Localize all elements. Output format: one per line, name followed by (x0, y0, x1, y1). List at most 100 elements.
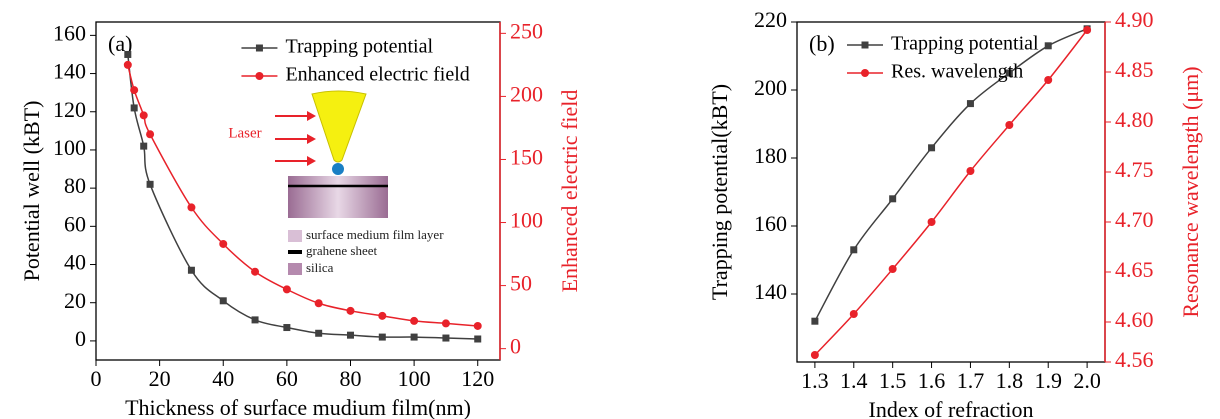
y2-tick-label: 4.65 (1115, 257, 1154, 282)
y-tick-label: 20 (64, 288, 86, 313)
x-tick-label: 1.8 (996, 368, 1024, 393)
point (1083, 26, 1092, 34)
x-tick-label: 1.5 (879, 368, 907, 393)
point (283, 324, 291, 332)
series-line (814, 29, 1088, 356)
point (315, 329, 323, 337)
inset-drawing (275, 90, 388, 275)
y2-tick-label: 4.80 (1115, 107, 1154, 132)
y-tick-label: 0 (75, 326, 86, 351)
inset-label: grahene sheet (306, 243, 377, 258)
y-tick-label: 160 (754, 211, 787, 236)
point (146, 180, 154, 188)
legend-marker (861, 69, 869, 77)
series-line (127, 54, 478, 340)
legend-label: Trapping potential (891, 33, 1039, 55)
x-axis-label: Index of refraction (869, 397, 1034, 419)
legend-label: Enhanced electric field (285, 64, 469, 86)
y2-axis-label: Resonance wavelength (μm) (1178, 66, 1203, 317)
x-axis-label: Thickness of surface mudium film(nm) (125, 395, 471, 419)
x-tick-label: 20 (149, 366, 171, 391)
y2-tick-label: 4.85 (1115, 57, 1154, 82)
x-tick-label: 120 (461, 366, 494, 391)
x-tick-label: 1.4 (840, 368, 868, 393)
point (130, 104, 138, 112)
y-axis-label: Trapping potential(kBT) (707, 84, 732, 300)
point (139, 111, 148, 120)
point (130, 86, 139, 95)
legend-label: Trapping potential (285, 36, 433, 58)
point (378, 333, 386, 341)
point (251, 316, 259, 324)
x-tick-label: 60 (276, 366, 298, 391)
x-tick-label: 1.6 (918, 368, 946, 393)
point (346, 306, 355, 315)
y-tick-label: 80 (64, 173, 86, 198)
point (346, 331, 354, 339)
point (928, 144, 936, 152)
y2-tick-label: 4.75 (1115, 157, 1154, 182)
y-tick-label: 140 (754, 279, 787, 304)
point (282, 285, 291, 294)
x-tick-label: 40 (212, 366, 234, 391)
point (441, 319, 450, 328)
point (140, 142, 148, 150)
y-tick-label: 120 (53, 97, 86, 122)
legend-marker (255, 72, 264, 80)
y-tick-label: 100 (53, 135, 86, 160)
point (124, 50, 132, 58)
point (811, 317, 819, 325)
inset-laser-label: Laser (228, 125, 261, 141)
y-tick-label: 220 (754, 7, 787, 32)
legend-marker (255, 44, 263, 52)
y2-tick-label: 4.60 (1115, 307, 1154, 332)
x-tick-label: 1.9 (1034, 368, 1062, 393)
point (889, 195, 897, 203)
x-tick-label: 1.3 (801, 368, 829, 393)
point (927, 218, 936, 226)
y2-tick-label: 100 (510, 208, 543, 233)
legend-label: Res. wavelength (891, 61, 1023, 83)
y2-tick-label: 0 (510, 334, 521, 359)
point (849, 310, 858, 318)
point (1044, 42, 1052, 50)
point (442, 334, 450, 342)
point (146, 130, 155, 139)
y-tick-label: 200 (754, 75, 787, 100)
point (474, 335, 482, 343)
y2-tick-label: 200 (510, 81, 543, 106)
x-tick-label: 1.7 (957, 368, 985, 393)
y2-tick-label: 150 (510, 145, 543, 170)
inset-label: silica (306, 260, 334, 275)
panel-label: (b) (809, 31, 835, 56)
y-axis-label: Potential well (kBT) (19, 101, 44, 282)
x-tick-label: 2.0 (1073, 368, 1101, 393)
point (1044, 76, 1053, 84)
legend-marker (861, 41, 869, 49)
point (314, 299, 323, 308)
point (810, 351, 819, 359)
point (187, 266, 195, 274)
y2-tick-label: 50 (510, 271, 532, 296)
inset-label: surface medium film layer (306, 227, 444, 242)
point (888, 265, 897, 273)
point (473, 321, 482, 330)
y-tick-label: 180 (754, 143, 787, 168)
x-tick-label: 0 (91, 366, 102, 391)
y-tick-label: 40 (64, 250, 86, 275)
y-tick-label: 140 (53, 59, 86, 84)
point (187, 203, 196, 212)
y2-axis-label: Enhanced electric field (557, 90, 582, 293)
y2-tick-label: 4.70 (1115, 207, 1154, 232)
y2-tick-label: 4.56 (1115, 347, 1154, 372)
point (378, 311, 387, 320)
y-tick-label: 160 (53, 20, 86, 45)
point (850, 246, 858, 254)
point (1005, 69, 1013, 77)
point (123, 60, 132, 69)
y2-tick-label: 250 (510, 18, 543, 43)
x-tick-label: 100 (398, 366, 431, 391)
point (251, 267, 260, 276)
y2-tick-label: 4.90 (1115, 7, 1154, 32)
